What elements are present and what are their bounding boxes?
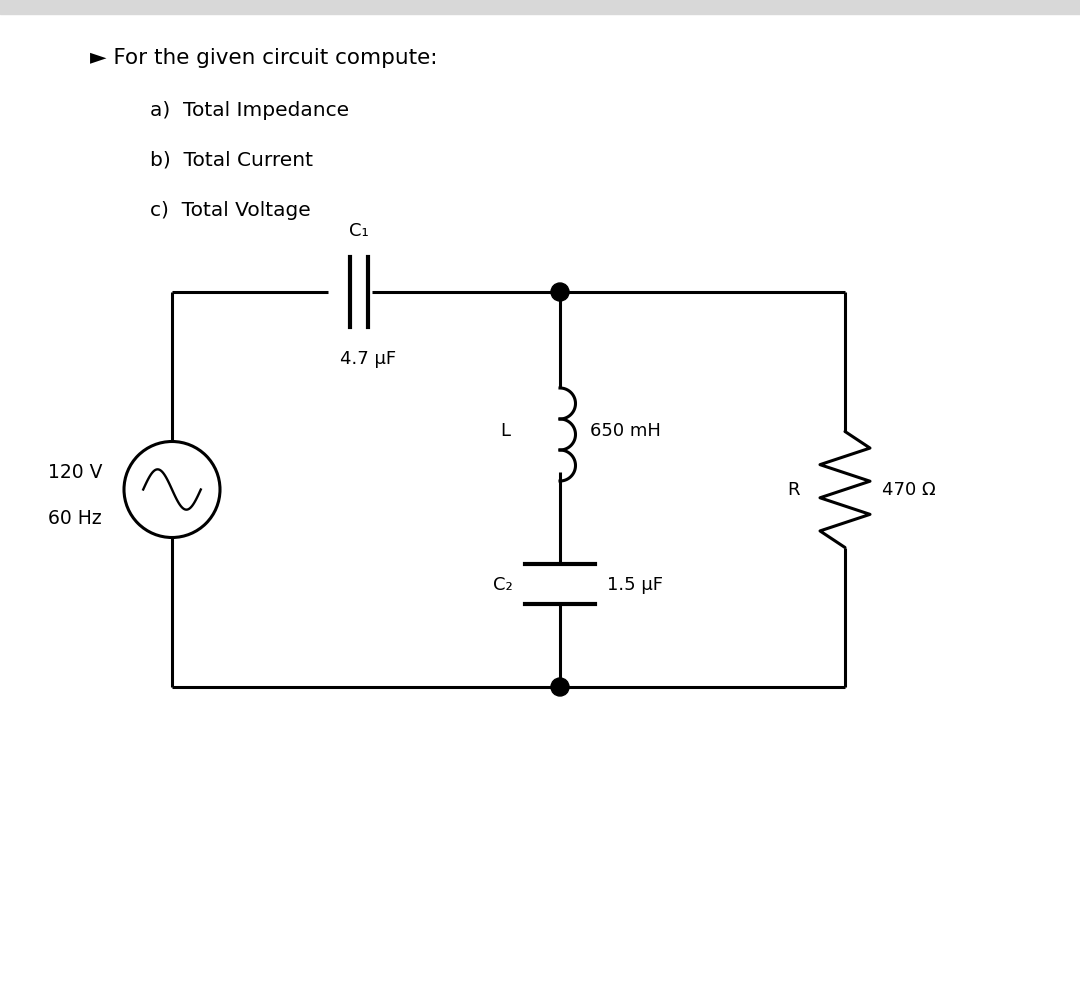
Text: C₂: C₂ xyxy=(494,575,513,593)
Text: 60 Hz: 60 Hz xyxy=(49,508,102,527)
Circle shape xyxy=(551,284,569,302)
Text: 120 V: 120 V xyxy=(48,463,102,482)
Text: 650 mH: 650 mH xyxy=(591,422,661,440)
Text: R: R xyxy=(787,481,800,499)
Text: L: L xyxy=(500,422,510,440)
Text: 1.5 μF: 1.5 μF xyxy=(607,575,663,593)
Text: ► For the given circuit compute:: ► For the given circuit compute: xyxy=(90,48,437,68)
Text: a)  Total Impedance: a) Total Impedance xyxy=(150,101,349,120)
Bar xyxy=(0,0,1080,15)
Text: b)  Total Current: b) Total Current xyxy=(150,151,313,169)
Text: c)  Total Voltage: c) Total Voltage xyxy=(150,200,311,219)
Text: 470 Ω: 470 Ω xyxy=(882,481,935,499)
Text: C₁: C₁ xyxy=(349,221,369,239)
Text: 4.7 μF: 4.7 μF xyxy=(340,350,396,368)
Circle shape xyxy=(551,678,569,696)
